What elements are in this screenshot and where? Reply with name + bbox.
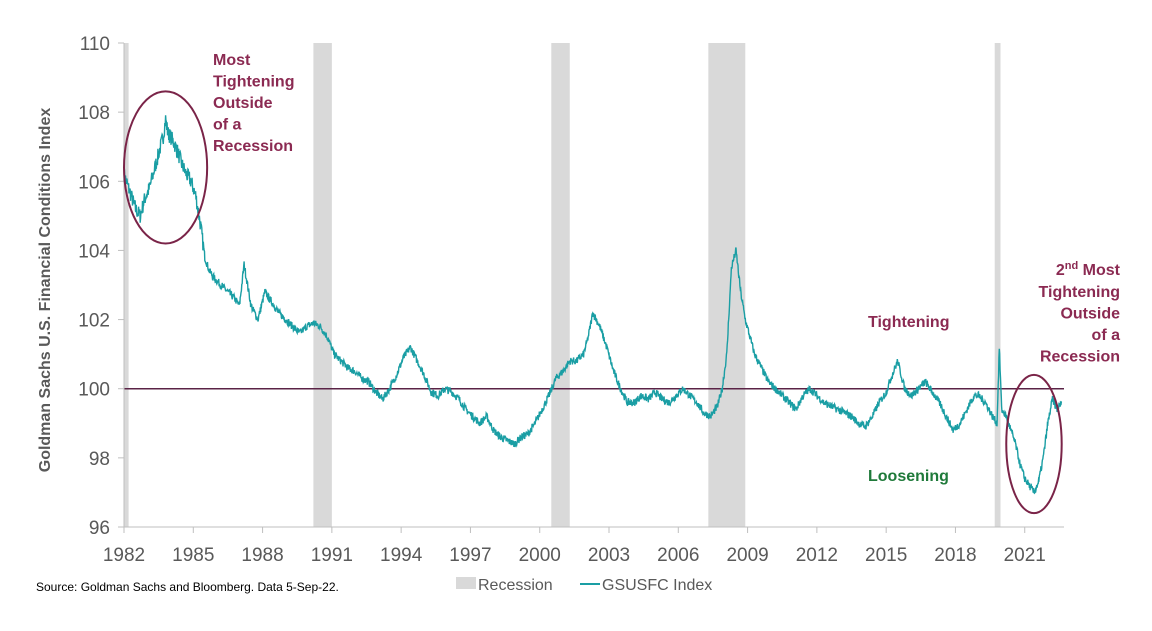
annotation-second-line-3: of a: [1092, 327, 1121, 344]
x-tick-label-2003: 2003: [588, 545, 630, 566]
y-tick-label-106: 106: [78, 172, 110, 193]
source-note: Source: Goldman Sachs and Bloomberg. Dat…: [36, 580, 339, 594]
annotation-most-line-2: Outside: [213, 95, 273, 112]
y-ticks: 96 98 100 102 104 106 108 110: [78, 34, 124, 539]
x-tick-label-1982: 1982: [103, 545, 145, 566]
x-ticks: 1982 1985 1988 1991 1994 1997 2000 2003 2006 2009…: [103, 527, 1046, 566]
y-tick-label-98: 98: [89, 449, 110, 470]
legend: Recession GSUSFC Index: [456, 577, 712, 594]
annotation-loosening: Loosening: [868, 468, 949, 485]
y-tick-label-96: 96: [89, 518, 110, 539]
series-line-gsusfc: [123, 115, 1063, 495]
highlight-circles: [123, 90, 1063, 515]
x-tick-label-2021: 2021: [1004, 545, 1046, 566]
recession-bands: [124, 43, 1001, 527]
y-axis-title: Goldman Sachs U.S. Financial Conditions …: [37, 108, 54, 473]
x-tick-label-2009: 2009: [726, 545, 768, 566]
x-tick-label-1991: 1991: [311, 545, 353, 566]
highlight-circle-0: [123, 90, 209, 245]
x-tick-label-2018: 2018: [934, 545, 976, 566]
annotation-second-line-4: Recession: [1040, 349, 1120, 366]
annotation-most-line-3: of a: [213, 117, 242, 134]
annotations: Most Tightening Outside of a Recession 2nd Mo…: [213, 52, 1121, 485]
y-tick-label-102: 102: [78, 311, 110, 332]
highlight-circle-1: [1005, 373, 1063, 515]
y-tick-label-104: 104: [78, 241, 110, 262]
y-tick-label-110: 110: [80, 34, 110, 55]
annotation-second-line-1: Tightening: [1039, 284, 1120, 301]
x-tick-label-1994: 1994: [380, 545, 423, 566]
annotation-second-line-2: Outside: [1060, 306, 1120, 323]
annotation-tightening: Tightening: [868, 314, 949, 331]
x-tick-label-2012: 2012: [796, 545, 838, 566]
recession-band-1: [313, 43, 332, 527]
x-tick-label-2000: 2000: [519, 545, 561, 566]
annotation-second-line-0: 2nd Most: [1056, 260, 1121, 279]
y-tick-label-108: 108: [78, 103, 110, 124]
annotation-most-line-1: Tightening: [213, 74, 294, 91]
y-tick-label-100: 100: [78, 380, 110, 401]
legend-series-label: GSUSFC Index: [602, 577, 712, 594]
recession-band-3: [708, 43, 746, 527]
recession-band-0: [124, 43, 129, 527]
annotation-most-line-4: Recession: [213, 138, 293, 155]
recession-band-2: [551, 43, 570, 527]
x-tick-label-1988: 1988: [241, 545, 283, 566]
x-tick-label-2006: 2006: [657, 545, 699, 566]
axes: [123, 43, 1064, 528]
recession-band-4: [994, 43, 1001, 527]
legend-recession-label: Recession: [478, 577, 553, 594]
annotation-most-line-0: Most: [213, 52, 251, 69]
legend-recession-swatch: [456, 577, 476, 589]
x-tick-label-2015: 2015: [865, 545, 907, 566]
x-tick-label-1985: 1985: [172, 545, 214, 566]
x-tick-label-1997: 1997: [449, 545, 491, 566]
